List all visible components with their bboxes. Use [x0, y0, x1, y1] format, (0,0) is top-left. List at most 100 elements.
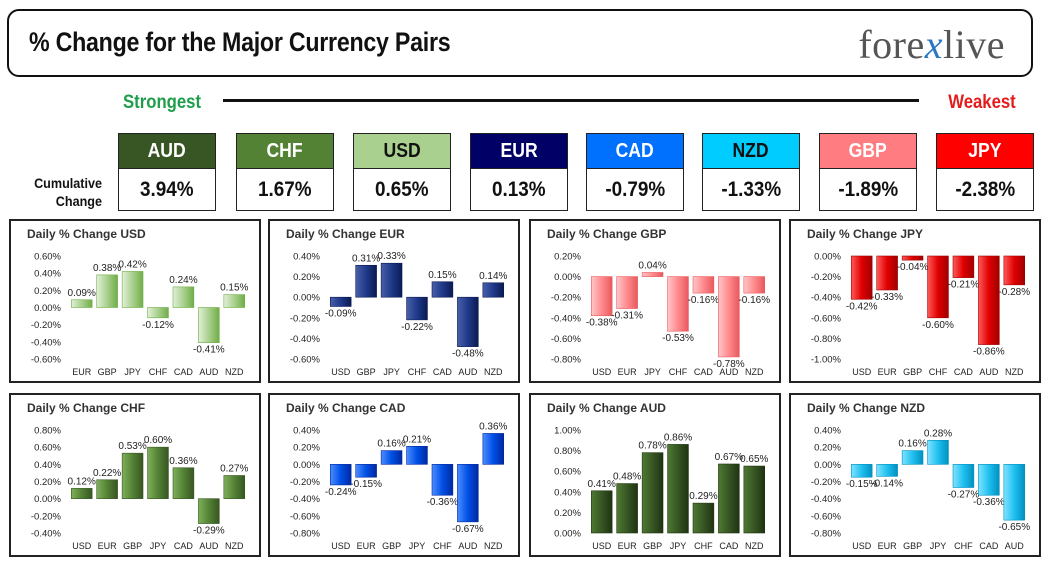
- data-label: 0.78%: [638, 441, 666, 452]
- currency-box-aud: AUD 3.94%: [118, 133, 216, 211]
- chart-panel-cad: Daily % Change CAD -0.80% -0.60% -0.40% -0.2…: [268, 393, 520, 557]
- cumulative-value: -2.38%: [936, 169, 1034, 211]
- currency-name-text: AUD: [147, 139, 187, 162]
- bar-chart-cad: -0.80% -0.60% -0.40% -0.20% 0.00% 0.20% 0.40% -…: [290, 421, 508, 551]
- y-tick-label: 0.00%: [814, 460, 841, 471]
- bar-gbp: [355, 264, 377, 298]
- x-category-label: EUR: [357, 541, 377, 551]
- chart-panel-nzd: Daily % Change NZD -0.80% -0.60% -0.40% -0.2…: [789, 393, 1041, 557]
- currency-box-gbp: GBP -1.89%: [819, 133, 917, 211]
- data-label: -0.33%: [871, 292, 903, 303]
- x-category-label: JPY: [150, 541, 167, 551]
- x-category-label: CAD: [954, 367, 974, 377]
- currency-name: USD: [353, 133, 451, 169]
- y-tick-label: 0.80%: [34, 426, 61, 437]
- data-label: 0.15%: [220, 283, 248, 294]
- bar-gbp: [901, 255, 924, 261]
- data-label: -0.48%: [452, 349, 484, 360]
- data-label: -0.53%: [662, 333, 694, 344]
- chart-title: Daily % Change CAD: [286, 401, 406, 415]
- data-label: -0.78%: [713, 359, 745, 370]
- y-tick-label: 0.40%: [293, 252, 320, 263]
- x-category-label: CHF: [408, 367, 427, 377]
- bar-nzd: [223, 294, 246, 308]
- weakest-label: Weakest: [948, 92, 1016, 113]
- data-label: 0.16%: [898, 439, 926, 450]
- logo-x-mark: x: [924, 22, 944, 67]
- x-category-label: USD: [72, 541, 92, 551]
- chart-panel-chf: Daily % Change CHF -0.40% -0.20% 0.00% 0.20%…: [9, 393, 261, 557]
- bar-chf: [406, 296, 428, 321]
- cumulative-value-text: -2.38%: [955, 177, 1015, 201]
- currency-name: AUD: [118, 133, 216, 169]
- y-tick-label: 0.80%: [554, 446, 581, 457]
- bar-usd: [590, 490, 613, 534]
- cumulative-value-text: -0.79%: [605, 177, 665, 201]
- y-tick-label: -0.40%: [811, 494, 842, 505]
- x-category-label: CHF: [433, 541, 452, 551]
- cumulative-label-line1: Cumulative: [34, 175, 103, 191]
- x-category-label: USD: [331, 541, 351, 551]
- bar-eur: [96, 479, 118, 499]
- y-tick-label: 0.20%: [293, 272, 320, 283]
- data-label: -0.31%: [611, 311, 643, 322]
- chart-title: Daily % Change AUD: [547, 401, 666, 415]
- x-category-label: CAD: [694, 367, 714, 377]
- currency-name: JPY: [936, 133, 1034, 169]
- data-label: -0.09%: [325, 308, 357, 319]
- data-label: -0.38%: [586, 318, 618, 329]
- chart-panel-usd: Daily % Change USD -0.60% -0.40% -0.20% 0.00…: [9, 219, 261, 383]
- x-category-label: CHF: [669, 367, 688, 377]
- data-label: 0.27%: [220, 463, 248, 474]
- y-tick-label: -0.40%: [551, 313, 582, 324]
- bar-gbp: [380, 450, 403, 465]
- currency-name: CAD: [586, 133, 684, 169]
- bar-usd: [70, 488, 93, 499]
- x-category-label: AUD: [199, 367, 219, 377]
- chart-panel-eur: Daily % Change EUR -0.60% -0.40% -0.20% 0.00…: [268, 219, 520, 383]
- bar-nzd: [1003, 255, 1026, 286]
- data-label: 0.12%: [68, 476, 96, 487]
- bar-chf: [692, 502, 715, 534]
- y-tick-label: 0.20%: [814, 443, 841, 454]
- bar-jpy: [641, 272, 664, 277]
- y-tick-label: -0.80%: [290, 529, 321, 540]
- x-category-label: JPY: [383, 367, 400, 377]
- y-tick-label: 0.20%: [554, 508, 581, 519]
- data-label: -0.15%: [846, 479, 878, 490]
- data-label: -0.36%: [973, 497, 1005, 508]
- bar-jpy: [147, 446, 169, 499]
- x-category-label: EUR: [878, 367, 898, 377]
- y-tick-label: -0.80%: [811, 529, 842, 540]
- chart-panel-aud: Daily % Change AUD 0.00% 0.20% 0.40% 0.60% 0.…: [529, 393, 781, 557]
- chart-title: Daily % Change JPY: [807, 227, 924, 241]
- x-category-label: EUR: [878, 541, 898, 551]
- y-tick-label: 0.40%: [293, 426, 320, 437]
- bar-chart-usd: -0.60% -0.40% -0.20% 0.00% 0.20% 0.40% 0.60% 0.…: [31, 252, 249, 378]
- bar-chart-nzd: -0.80% -0.60% -0.40% -0.20% 0.00% 0.20% 0.40% -…: [811, 426, 1030, 552]
- x-category-label: NZD: [225, 541, 244, 551]
- data-label: 0.24%: [169, 275, 197, 286]
- data-label: 0.14%: [479, 271, 507, 282]
- bar-cad: [952, 255, 975, 278]
- data-label: 0.86%: [664, 432, 692, 443]
- x-category-label: JPY: [124, 367, 141, 377]
- y-tick-label: -0.20%: [551, 293, 582, 304]
- bar-cad: [692, 276, 715, 294]
- y-tick-label: -0.40%: [31, 337, 62, 348]
- bar-chart-eur: -0.60% -0.40% -0.20% 0.00% 0.20% 0.40% -0.09% U…: [290, 251, 508, 377]
- chart-panel-jpy: Daily % Change JPY -1.00% -0.80% -0.60% -0.4…: [789, 219, 1041, 383]
- data-label: -0.42%: [846, 301, 878, 312]
- y-tick-label: 0.00%: [293, 460, 320, 471]
- y-tick-label: 0.40%: [34, 269, 61, 280]
- cumulative-value-text: -1.89%: [838, 177, 898, 201]
- x-category-label: CHF: [149, 367, 168, 377]
- x-category-label: NZD: [745, 367, 764, 377]
- data-label: -0.28%: [998, 287, 1030, 298]
- x-category-label: NZD: [225, 367, 244, 377]
- currency-name: NZD: [702, 133, 800, 169]
- x-category-label: GBP: [382, 541, 401, 551]
- cumulative-value-text: -1.33%: [721, 177, 781, 201]
- x-category-label: GBP: [903, 367, 922, 377]
- y-tick-label: -0.80%: [811, 334, 842, 345]
